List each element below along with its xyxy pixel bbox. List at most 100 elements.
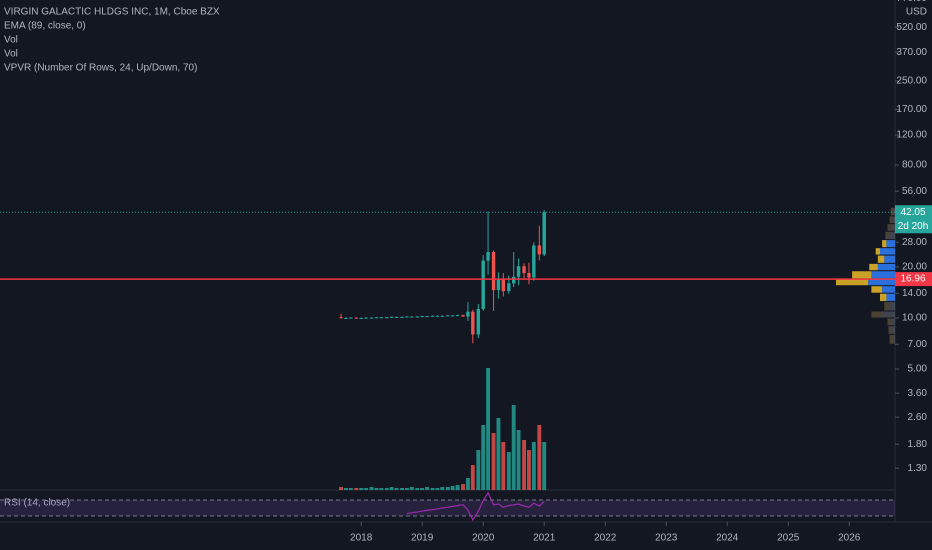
vpvr-down [888, 326, 892, 334]
volume-bar [430, 488, 435, 490]
candle-body [354, 317, 358, 319]
vpvr-down [836, 279, 869, 286]
vpvr-down [875, 248, 880, 255]
vpvr-up [871, 271, 895, 279]
candle-body [491, 252, 496, 291]
vpvr-down [885, 231, 889, 240]
y-tick-label: 1.80 [908, 439, 928, 450]
volume-bar [404, 488, 409, 490]
y-tick-label: 2.60 [908, 412, 928, 423]
volume-bar [461, 484, 466, 490]
volume-bar [501, 442, 506, 490]
y-tick-label: 1.30 [908, 463, 928, 474]
candle-body [501, 279, 506, 292]
candle-body [516, 266, 521, 277]
volume-bar [542, 442, 547, 490]
candle-body [415, 316, 420, 318]
y-tick-label: 14.00 [902, 288, 927, 299]
candle-body [344, 317, 348, 319]
y-tick-label: 520.00 [896, 22, 927, 33]
indicator-label: VPVR (Number Of Rows, 24, Up/Down, 70) [4, 63, 197, 74]
vpvr-down [889, 334, 893, 344]
volume-bar [465, 478, 470, 490]
candle-body [359, 317, 363, 319]
x-tick-label: 2022 [594, 533, 617, 544]
candle-body [389, 316, 394, 318]
vpvr-down [887, 224, 891, 231]
vpvr-down [869, 263, 878, 271]
x-tick-label: 2020 [472, 533, 495, 544]
vpvr-down [852, 271, 872, 279]
vpvr-down [884, 302, 889, 311]
level-tag [895, 272, 932, 287]
indicator-label: EMA (89, close, 0) [4, 21, 86, 32]
candle-body [400, 316, 404, 318]
y-tick-label: 170.00 [896, 104, 927, 115]
vpvr-up [891, 326, 895, 334]
candle-body [430, 315, 435, 317]
y-tick-label: 10.00 [902, 313, 927, 324]
vpvr-down [877, 255, 885, 263]
candle-body [369, 317, 374, 319]
volume-bar [491, 433, 496, 490]
candle-body [349, 317, 353, 319]
x-tick-label: 2026 [838, 533, 861, 544]
vpvr-down [871, 286, 883, 293]
candle-body [537, 245, 542, 255]
x-tick-label: 2018 [350, 533, 373, 544]
volume-bar [486, 368, 491, 490]
level-label: 16.96 [900, 274, 925, 285]
y-tick-label: 120.00 [896, 130, 927, 141]
volume-bar [511, 405, 516, 490]
volume-bar [420, 488, 425, 490]
vpvr-up [884, 255, 895, 263]
y-tick-label: 370.00 [896, 47, 927, 58]
vpvr-down [882, 240, 887, 248]
y-tick-label: 7.00 [908, 339, 928, 350]
indicator-label: Vol [4, 35, 18, 46]
volume-bar [400, 488, 405, 490]
volume-bar [496, 418, 501, 490]
x-tick-label: 2024 [716, 533, 739, 544]
candle-body [542, 212, 546, 255]
countdown-label: 2d 20h [898, 221, 929, 232]
vpvr-down [887, 318, 891, 326]
volume-bar [440, 487, 445, 490]
volume-bar [384, 488, 389, 490]
volume-bar [476, 450, 481, 490]
candle-body [405, 316, 409, 318]
vpvr-up [868, 279, 895, 286]
candle-body [481, 260, 485, 309]
volume-bar [445, 487, 450, 490]
vpvr-down [890, 207, 893, 216]
candle-body [532, 245, 536, 278]
volume-bar [359, 488, 364, 490]
y-tick-label: 56.00 [902, 186, 927, 197]
volume-bar [354, 488, 359, 490]
candle-body [420, 316, 424, 318]
volume-bar [506, 452, 511, 490]
y-tick-label: 770.00 [896, 0, 927, 4]
candle-body [466, 311, 470, 317]
volume-bar [364, 488, 369, 490]
volume-bar [425, 487, 430, 490]
indicator-label: Vol [4, 49, 18, 60]
candle-body [374, 317, 379, 319]
vpvr-down [889, 216, 892, 224]
last-price-label: 42.05 [900, 207, 925, 218]
volume-bar [435, 488, 440, 490]
volume-bar [537, 425, 542, 490]
candle-body [507, 283, 511, 292]
vpvr-up [886, 240, 895, 248]
vpvr-up [890, 224, 895, 231]
vpvr-up [882, 286, 895, 293]
volume-bar [394, 488, 399, 490]
candle-body [450, 315, 455, 317]
currency-label: USD [906, 7, 927, 18]
last-price-tag [895, 205, 932, 234]
candle-body [496, 279, 501, 291]
volume-bar [389, 487, 394, 490]
y-tick-label: 20.00 [902, 262, 927, 273]
